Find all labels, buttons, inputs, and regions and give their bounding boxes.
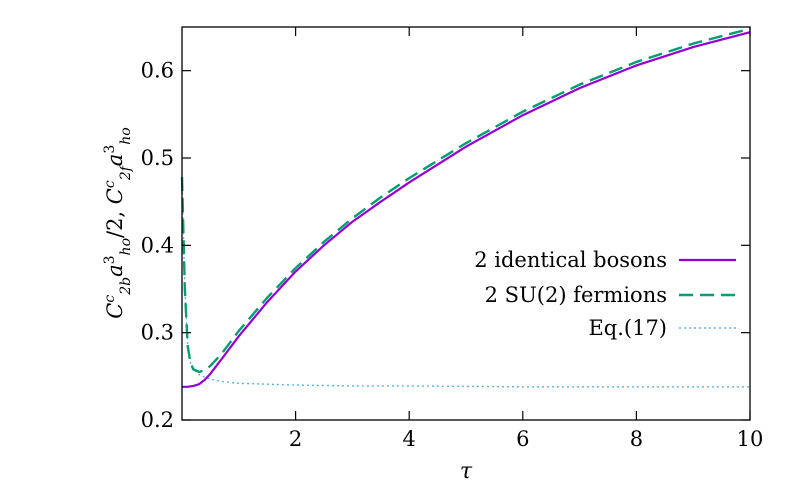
legend-label: 2 SU(2) fermions: [485, 283, 667, 307]
legend-label: 2 identical bosons: [474, 248, 667, 272]
x-tick-label: 10: [737, 427, 764, 451]
x-tick-label: 6: [516, 427, 529, 451]
tick-layer: 2 4 6 8 10 0.2 0.3 0.4 0.5 0.6: [141, 27, 764, 451]
y-tick-label: 0.6: [141, 59, 174, 83]
legend-label: Eq.(17): [588, 316, 667, 340]
x-tick-label: 4: [403, 427, 416, 451]
legend: 2 identical bosons 2 SU(2) fermions Eq.(17…: [474, 248, 736, 340]
series-line-2: [181, 177, 750, 388]
series-line-0: [182, 31, 751, 388]
y-tick-label: 0.3: [141, 321, 174, 345]
y-axis-label: Cc2ba3ho/2, Cc2fa3ho: [102, 127, 134, 318]
y-tick-label: 0.2: [141, 408, 174, 432]
x-tick-label: 8: [630, 427, 643, 451]
x-axis-label: τ: [460, 459, 473, 484]
plot-layer: [180, 27, 751, 388]
y-tick-label: 0.4: [141, 233, 174, 257]
axes-layer: [181, 26, 751, 421]
x-tick-label: 2: [289, 427, 302, 451]
series-line-1: [180, 27, 751, 374]
plot-frame: [181, 26, 751, 421]
y-tick-label: 0.5: [141, 146, 174, 170]
